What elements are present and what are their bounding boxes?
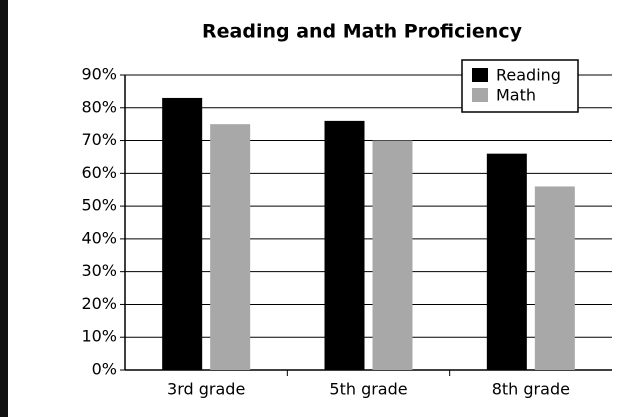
y-tick-label: 40% (81, 228, 117, 247)
y-tick-label: 60% (81, 163, 117, 182)
y-tick-label: 90% (81, 65, 117, 84)
legend-swatch (472, 68, 488, 82)
bar (534, 186, 575, 370)
left-border (0, 0, 8, 417)
chart-title: Reading and Math Proficiency (202, 21, 523, 43)
y-tick-label: 20% (81, 294, 117, 313)
bar (324, 120, 365, 370)
y-tick-label: 80% (81, 97, 117, 116)
bar (372, 140, 413, 370)
y-tick-label: 10% (81, 327, 117, 346)
y-tick-label: 30% (81, 261, 117, 280)
legend-label: Math (496, 86, 536, 105)
legend-label: Reading (496, 66, 561, 85)
x-tick-label: 8th grade (492, 380, 570, 399)
y-tick-label: 0% (92, 360, 117, 379)
legend-swatch (472, 88, 488, 102)
x-tick-label: 3rd grade (167, 380, 245, 399)
bar (162, 97, 203, 370)
bar (486, 153, 527, 370)
y-tick-label: 50% (81, 196, 117, 215)
x-tick-label: 5th grade (329, 380, 407, 399)
y-tick-label: 70% (81, 130, 117, 149)
bar (210, 124, 251, 371)
